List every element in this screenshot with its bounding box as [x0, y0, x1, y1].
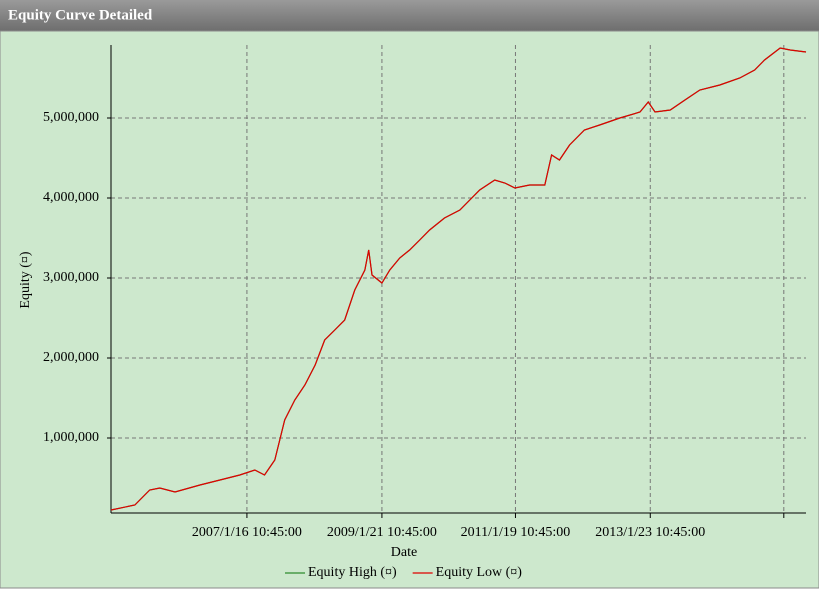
equity-line: [110, 47, 807, 511]
x-tick-label: 2007/1/16 10:45:00: [192, 525, 302, 540]
x-tick-label: 2011/1/19 10:45:00: [461, 525, 571, 540]
window-title: Equity Curve Detailed: [8, 7, 153, 23]
x-axis-label: Date: [391, 545, 417, 560]
y-tick-label: 4,000,000: [43, 190, 99, 205]
y-tick-label: 3,000,000: [43, 270, 99, 285]
x-tick-label: 2009/1/21 10:45:00: [327, 525, 437, 540]
legend-label: Equity High (¤): [308, 565, 397, 580]
y-tick-label: 2,000,000: [43, 350, 99, 365]
x-tick-label: 2013/1/23 10:45:00: [595, 525, 705, 540]
y-tick-label: 5,000,000: [43, 110, 99, 125]
y-axis-label: Equity (¤): [18, 251, 33, 308]
legend-label: Equity Low (¤): [436, 565, 523, 580]
y-tick-label: 1,000,000: [43, 430, 99, 445]
title-bar: [0, 0, 819, 31]
chart-panel: [0, 30, 819, 589]
